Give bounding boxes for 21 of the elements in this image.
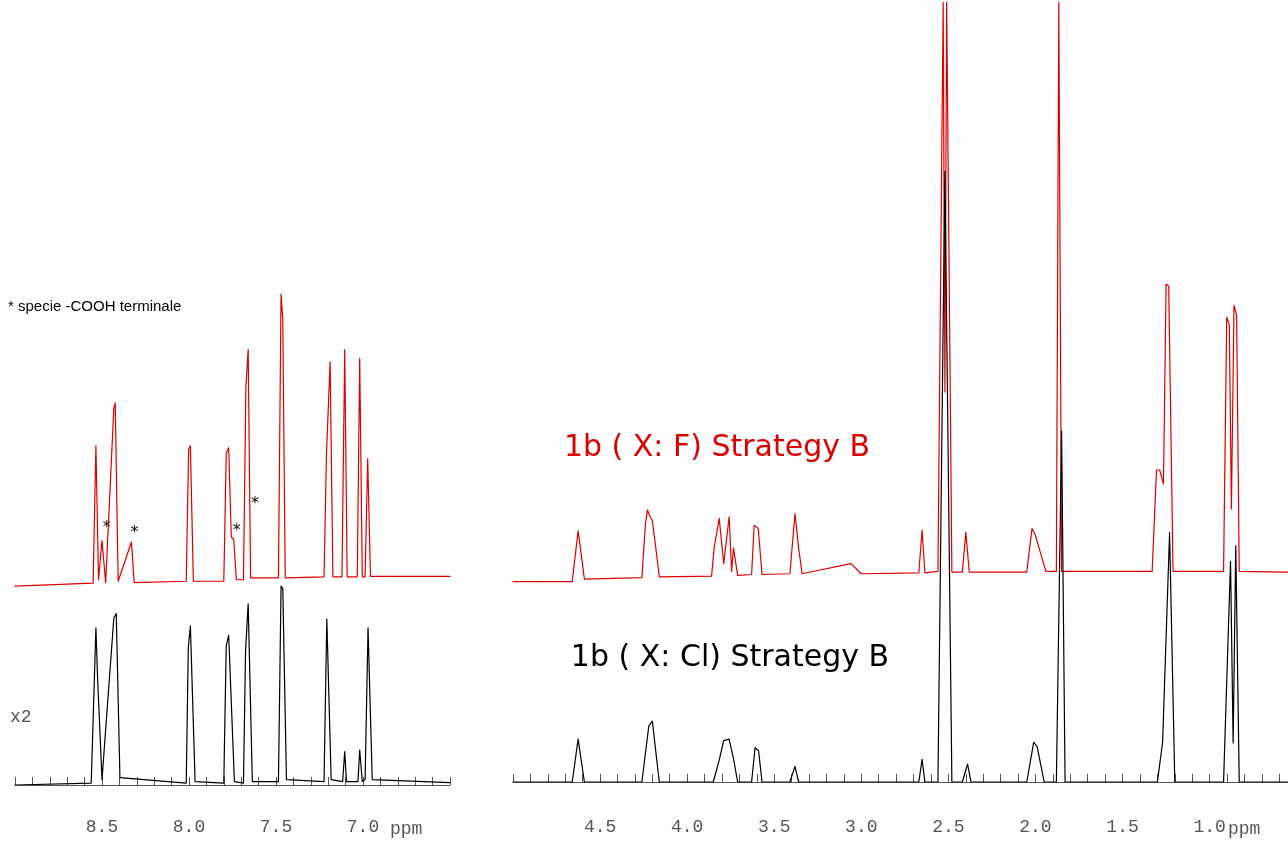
x-axis-title: ppm [390, 819, 423, 839]
annotation: * [251, 492, 259, 512]
x-tick-label: 8.0 [172, 817, 206, 837]
x-tick-label: 2.0 [1019, 817, 1052, 837]
annotation: * [232, 520, 241, 539]
x-tick-label: 3.5 [758, 817, 791, 837]
x-tick-label: 2.5 [932, 817, 965, 837]
x-tick-label: 7.5 [259, 817, 293, 837]
x-tick-label: 8.5 [85, 817, 119, 837]
x-tick-label: 3.0 [845, 817, 878, 837]
annotation: x2 [10, 707, 32, 727]
series-label: 1b ( X: Cl) Strategy B [570, 637, 890, 673]
x-tick-label: 1.5 [1106, 817, 1139, 837]
x-tick-label: 4.5 [583, 817, 617, 837]
x-axis-title: ppm [1228, 819, 1261, 839]
x-tick-label: 7.0 [346, 817, 380, 837]
text: 1b ( X: F) Strategy B [563, 427, 871, 463]
annotation: * specie -COOH terminale [8, 296, 182, 314]
x-tick-label: 4.0 [670, 817, 704, 837]
x-tick-label: 1.0 [1193, 817, 1226, 837]
annotation: * [130, 522, 139, 542]
